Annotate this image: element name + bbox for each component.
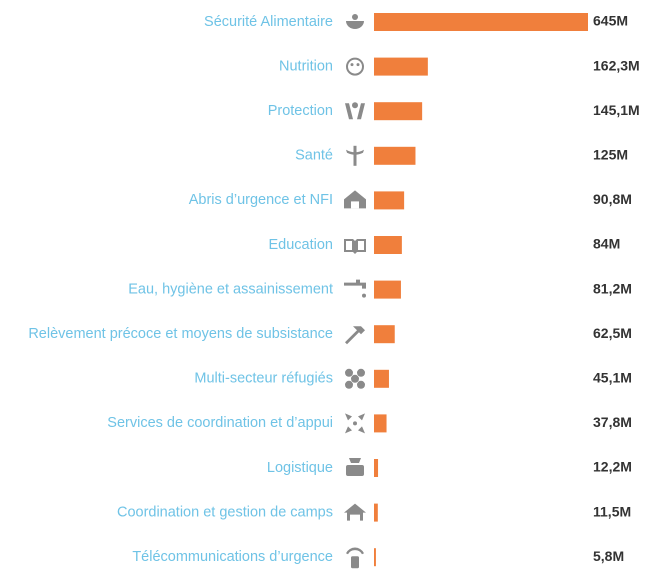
icon-shape [344,239,366,254]
icon-shape [351,556,359,569]
icon-shape [352,102,358,109]
bar [374,459,379,477]
value-label: 125M [593,147,628,163]
bar [374,146,416,165]
icon-shape [357,380,365,389]
icon [345,413,365,434]
icon [345,368,365,389]
value-label: 645M [593,13,628,29]
value-label: 11,5M [593,503,631,519]
value-label: 5,8M [593,548,624,564]
bar [374,236,402,254]
icon [346,145,364,166]
icon-shape [351,201,359,209]
bar [374,102,423,121]
icon-shape [353,145,357,166]
icon-shape [344,279,366,289]
bar [374,369,389,388]
category-label: Sécurité Alimentaire [204,14,333,30]
icon-shape [362,293,366,298]
category-label: Relèvement précoce et moyens de subsista… [28,326,333,342]
bar [374,191,405,210]
icon-shape [349,458,361,463]
category-label: Eau, hygiène et assainissement [128,281,333,297]
value-label: 12,2M [593,459,632,475]
icon-shape [346,149,364,155]
bar [374,57,428,76]
bar [374,414,387,433]
icon [346,547,364,569]
icon-shape [352,14,358,20]
icon-shape [353,421,357,426]
icon [344,190,366,209]
category-label: Multi-secteur réfugiés [194,371,333,387]
category-label: Santé [295,148,333,164]
value-label: 62,5M [593,325,632,341]
bar [374,548,376,567]
bar [374,503,378,522]
value-label: 81,2M [593,280,632,296]
value-label: 90,8M [593,191,632,207]
icon [344,503,366,521]
icon [345,102,365,120]
category-label: Logistique [267,460,333,476]
icon [344,239,366,254]
icon-shape [345,326,365,345]
icon-shape [346,547,364,555]
icon [346,57,364,76]
icon-shape [351,374,359,383]
category-label: Abris d’urgence et NFI [189,192,333,208]
category-label: Education [269,237,334,253]
value-label: 84M [593,236,620,252]
icon-shape [345,103,365,120]
icon-shape [344,190,366,209]
icon [345,326,365,345]
value-label: 37,8M [593,414,632,430]
value-label: 162,3M [593,57,640,73]
icon-shape [350,63,354,67]
bar [374,280,401,299]
icon-shape [346,21,364,29]
value-label: 145,1M [593,102,640,118]
category-label: Services de coordination et d’appui [107,415,333,431]
category-label: Protection [268,103,333,119]
icon-shape [345,368,353,377]
icon-shape [346,57,364,76]
icon-shape [345,413,365,434]
bar [374,325,395,344]
icon-shape [344,503,366,521]
value-label: 45,1M [593,370,632,386]
icon-shape [356,63,360,67]
category-label: Télécommunications d’urgence [132,549,333,565]
icon [344,279,366,298]
category-label: Nutrition [279,58,333,74]
icon-shape [346,465,364,476]
icon [346,14,364,29]
icon-shape [357,368,365,377]
icon-shape [345,380,353,389]
category-label: Coordination et gestion de camps [117,504,333,520]
bar [374,13,588,31]
icon [346,458,364,476]
